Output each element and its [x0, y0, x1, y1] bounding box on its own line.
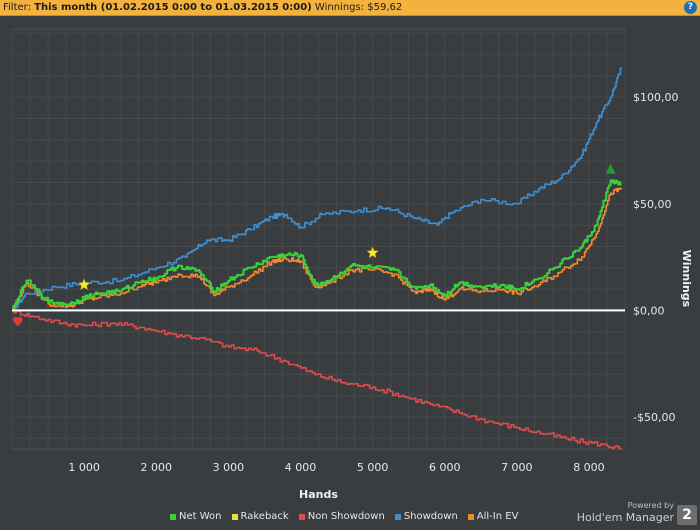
- y-axis-label: Winnings: [680, 250, 693, 308]
- legend-item[interactable]: Net Won: [170, 511, 222, 522]
- legend-item[interactable]: Rakeback: [231, 511, 289, 522]
- hm2-logo-icon: 2: [677, 505, 697, 525]
- filter-period[interactable]: This month (01.02.2015 0:00 to 01.03.201…: [34, 2, 312, 13]
- star-marker: [77, 278, 91, 291]
- help-icon[interactable]: ?: [684, 1, 697, 14]
- legend-swatch: [170, 513, 176, 520]
- legend-item[interactable]: Showdown: [394, 511, 458, 522]
- x-tick-label: 1 000: [68, 461, 100, 474]
- x-tick-label: 4 000: [285, 461, 317, 474]
- min-heart-marker: [13, 316, 23, 327]
- product-name: Hold'em Manager: [576, 511, 674, 524]
- winnings-chart: 1 000 2 000 3 000 4 000 5 000 6 000 7 000 8 000…: [11, 28, 693, 501]
- y-tick-label: -$50,00: [633, 411, 675, 424]
- chart-legend: Net Won Rakeback Non Showdown Showdown All-I…: [170, 511, 518, 522]
- x-tick-label: 8 000: [573, 461, 605, 474]
- legend-label: Net Won: [179, 511, 222, 522]
- filter-prefix: Filter:: [3, 2, 31, 13]
- legend-item[interactable]: All-In EV: [467, 511, 519, 522]
- x-tick-label: 2 000: [140, 461, 172, 474]
- max-triangle-marker: [605, 163, 616, 174]
- legend-label: Showdown: [403, 511, 458, 522]
- legend-swatch: [298, 513, 305, 520]
- x-tick-label: 6 000: [429, 461, 461, 474]
- legend-label: Non Showdown: [307, 511, 385, 522]
- series-line-net-won: [12, 179, 622, 312]
- powered-by-text: Powered by: [627, 501, 674, 510]
- filter-bar: Filter: This month (01.02.2015 0:00 to 0…: [0, 0, 700, 16]
- filter-winnings: Winnings: $59,62: [314, 2, 403, 13]
- x-tick-label: 7 000: [501, 461, 533, 474]
- star-marker: [366, 246, 379, 259]
- x-axis-label: Hands: [299, 488, 338, 501]
- y-tick-label: $100,00: [633, 91, 679, 104]
- x-tick-label: 3 000: [213, 461, 245, 474]
- series-line-showdown: [12, 67, 623, 312]
- legend-swatch: [467, 513, 474, 520]
- legend-label: Rakeback: [240, 511, 289, 522]
- legend-swatch: [231, 513, 238, 520]
- x-tick-label: 5 000: [357, 461, 389, 474]
- y-tick-label: $0,00: [633, 304, 665, 317]
- branding: Powered by Hold'em Manager: [577, 501, 674, 525]
- legend-label: All-In EV: [476, 511, 519, 522]
- y-tick-label: $50,00: [633, 198, 672, 211]
- series-line-non-showdown: [12, 309, 623, 450]
- legend-swatch: [394, 513, 401, 520]
- legend-item[interactable]: Non Showdown: [298, 511, 385, 522]
